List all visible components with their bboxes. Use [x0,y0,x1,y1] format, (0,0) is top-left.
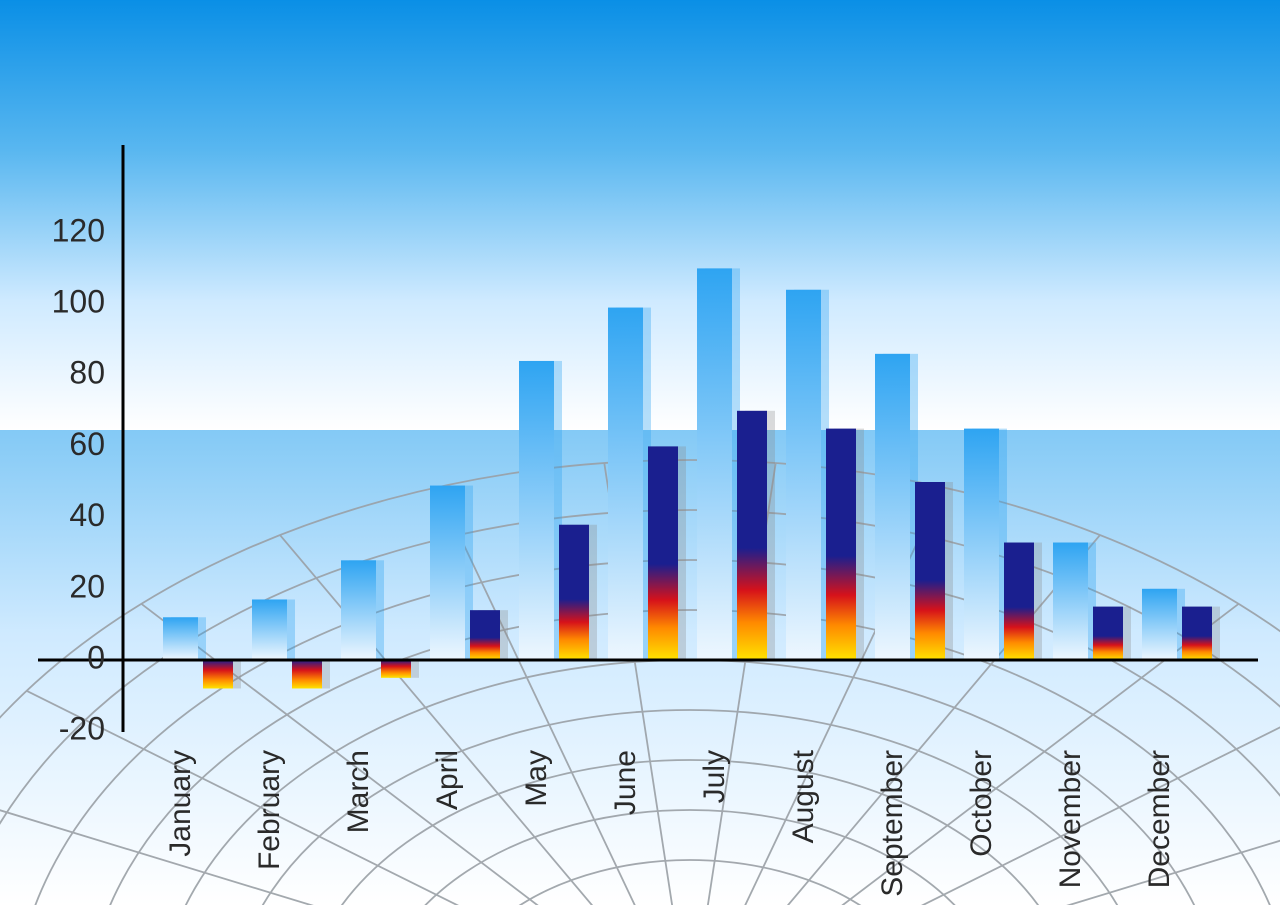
bar-series-b [1093,607,1123,660]
bar-series-a [252,599,287,660]
bar-series-b [559,525,589,660]
y-tick-label: 60 [69,426,105,462]
bar-series-b [1004,543,1034,660]
bar-series-b [826,429,856,660]
x-tick-label: December [1143,750,1176,888]
x-tick-label: September [876,750,909,897]
x-tick-label: November [1054,750,1087,888]
bar-series-b [648,446,678,660]
chart-container: -20 0 20 40 60 80 100 120 January February March A… [0,0,1280,905]
x-tick-label: June [609,750,642,815]
bar-series-a [430,486,465,660]
bar-series-a [341,560,376,660]
bar-series-b [915,482,945,660]
bar-series-a [1142,589,1177,660]
x-tick-label: February [253,750,286,870]
x-tick-label: August [787,749,820,843]
x-tick-label: March [342,750,375,833]
y-tick-label: -20 [59,711,105,747]
bar-series-a [697,268,732,660]
monthly-bar-chart: -20 0 20 40 60 80 100 120 January February March A… [0,0,1280,905]
x-tick-label: July [698,750,731,803]
y-tick-label: 0 [87,639,105,675]
x-tick-label: January [164,750,197,857]
bar-series-a [786,290,821,660]
x-tick-label: April [431,750,464,810]
x-tick-label: May [520,750,553,807]
bar-series-b [381,660,411,678]
y-tick-label: 20 [69,568,105,604]
bar-series-a [1053,543,1088,660]
y-tick-label: 100 [52,283,105,319]
bar-series-a [964,429,999,660]
bar-series-b [292,660,322,688]
bar-series-a [608,308,643,660]
bar-series-a [163,617,198,660]
bar-series-a [519,361,554,660]
bar-series-b [1182,607,1212,660]
y-tick-label: 80 [69,355,105,391]
bar-series-a [875,354,910,660]
x-tick-label: October [965,750,998,857]
y-tick-label: 40 [69,497,105,533]
y-tick-label: 120 [52,212,105,248]
bar-series-b [203,660,233,688]
bar-series-b [737,411,767,660]
bar-series-b [470,610,500,660]
